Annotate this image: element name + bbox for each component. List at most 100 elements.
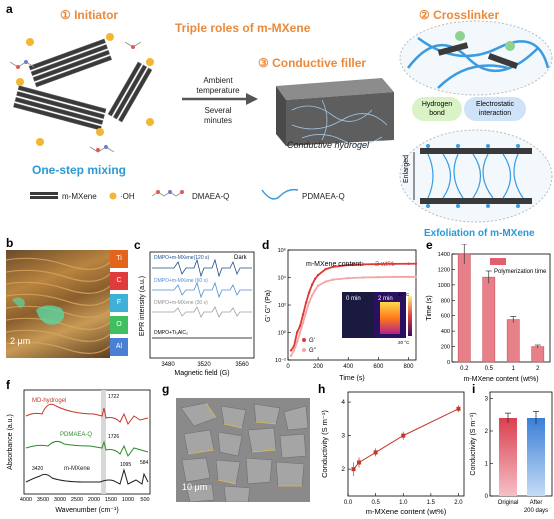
gelation-content-value: 2 wt%: [375, 261, 394, 268]
conductivity-point: [351, 467, 356, 472]
gelation-point: [324, 280, 327, 283]
ftir-trace-pdmaea: [25, 440, 149, 458]
crosslinker-title: ② Crosslinker: [419, 8, 500, 22]
polymerization-bar: [482, 276, 496, 363]
gelation-point: [298, 331, 302, 334]
ftir-xlabel: Wavenumber (cm⁻¹): [55, 507, 118, 514]
eds-scale-label: 2 μm: [10, 336, 31, 346]
conductivity-xlabel: m-MXene content (wt%): [366, 507, 447, 516]
ftir-label-pdmaea: PDMAEA-Q: [60, 432, 92, 438]
gelation-ytick-label: 10⁰: [278, 330, 287, 337]
epr-xtick-1: 3520: [197, 362, 211, 368]
sem-texture: [180, 402, 309, 502]
oh-legend-icon: [109, 192, 117, 200]
ftir-xtick-6: 1000: [122, 497, 134, 503]
legend-dmaea: DMAEA-Q: [192, 192, 230, 201]
stability-xlabel-after: After: [530, 500, 543, 506]
polymerization-ytick-label: 600: [441, 314, 450, 320]
gelation-chart: 0 200 400 600 800 10⁻² 10⁰ 10² 10⁴ 10⁶ m-MXene co…: [265, 247, 418, 382]
electrostatic-label: Electrostatic: [475, 101, 515, 108]
gelation-xtick-label: 400: [343, 364, 354, 370]
pdmaea-legend-icon: [261, 188, 299, 200]
stability-frame: [489, 391, 553, 497]
gelation-point: [304, 301, 308, 304]
epr-label-30s: DMPO+m-MXene (30 s): [154, 300, 208, 306]
polymerization-frame: [451, 253, 551, 363]
inset-color-scale: [408, 296, 412, 336]
element-f: F: [110, 294, 128, 312]
polymerization-ytick-label: 200: [441, 345, 450, 351]
gelation-point: [407, 275, 410, 279]
polymerization-legend-swatch: [490, 258, 506, 265]
gelation-content-label: m-MXene content:: [306, 261, 363, 268]
conductivity-line: [353, 408, 459, 470]
legend-oh: ·OH: [120, 192, 135, 201]
process-arrow: [182, 93, 258, 105]
gelation-point: [289, 354, 293, 358]
polymerization-bar: [531, 346, 545, 363]
epr-trace-120s: [152, 258, 252, 278]
conductivity-xtick-label: 2.0: [454, 500, 463, 506]
temperature-label: temperature: [196, 86, 240, 95]
legend-gprime-marker: [302, 338, 306, 342]
polymerization-ylabel: Time (s): [426, 295, 433, 320]
gelation-point: [313, 288, 317, 292]
gelation-point: [307, 291, 311, 294]
polymerization-legend: Polymerization time: [494, 269, 547, 275]
gelation-xtick-label: 600: [373, 364, 384, 370]
ftir-peak-1722: 1722: [108, 394, 119, 400]
initiator-title: ① Initiator: [60, 8, 119, 22]
sem-scale-label: 10 μm: [182, 482, 208, 492]
gelation-series-line-gdoubleprime: [290, 276, 416, 357]
minutes-label: minutes: [203, 116, 232, 125]
epr-label-ti3alc2: DMPO+Ti₃AlC₂: [154, 330, 188, 336]
stability-ytick-label: 0: [485, 494, 489, 500]
ftir-xtick-7: 500: [140, 497, 149, 503]
polymerization-xlabel: m-MXene content (wt%): [463, 376, 538, 383]
ftir-peak-1095: 1095: [120, 462, 131, 468]
stability-ytick-label: 1: [485, 462, 489, 468]
gelation-point: [310, 294, 314, 297]
panel-label-g: g: [162, 382, 170, 396]
conductivity-xtick-label: 1.5: [427, 500, 436, 506]
epr-trace-30s: [152, 306, 252, 318]
polymerization-ytick-label: 1400: [438, 252, 450, 258]
ftir-xtick-5: 1500: [105, 497, 117, 503]
gelation-point: [362, 276, 365, 279]
several-label: Several: [204, 106, 232, 115]
element-o: O: [110, 316, 128, 334]
gelation-ytick-label: 10⁶: [278, 247, 286, 254]
legend-gprime: G': [309, 338, 315, 344]
gelation-point: [392, 275, 395, 279]
dmaea-legend-icon: [151, 190, 184, 197]
gelation-point: [298, 324, 302, 328]
one-step-mixing-label: One-step mixing: [32, 163, 127, 177]
crosslinker-illustration: [399, 20, 553, 96]
inset-2min-heat: [380, 302, 400, 334]
ftir-ylabel: Absorbance (a.u.): [7, 414, 14, 470]
gelation-point: [414, 275, 418, 279]
stability-xlabel-days: 200 days: [524, 508, 548, 514]
element-ti: Ti: [110, 250, 128, 268]
gelation-point: [392, 262, 395, 266]
panel-label-i: i: [472, 382, 476, 396]
conductivity-ylabel: Conductivity (S m⁻¹): [320, 410, 329, 478]
legend-gdoubleprime: G'': [309, 348, 316, 354]
gelation-point: [377, 276, 380, 279]
inset-label-0min: 0 min: [346, 296, 361, 302]
polymerization-xtick-label: 0.2: [460, 366, 469, 372]
ftir-peak-584: 584: [140, 460, 149, 466]
epr-xtick-0: 3480: [161, 362, 175, 368]
polymerization-ytick-label: 0: [447, 360, 450, 366]
polymerization-bar: [457, 253, 471, 363]
ftir-peak-3420: 3420: [32, 466, 43, 472]
ftir-xtick-0: 4000: [20, 497, 32, 503]
gelation-point: [414, 262, 418, 265]
electrostatic-badge: Electrostatic interaction: [464, 97, 526, 121]
stability-ylabel: Conductivity (S m⁻¹): [470, 412, 477, 475]
gelation-point: [295, 331, 299, 334]
ftir-peak-1726: 1726: [108, 434, 119, 440]
sem-image: 10 μm: [176, 398, 310, 502]
inset-scale-max: 40 °C: [398, 292, 410, 297]
eds-map-image: 2 μm: [6, 250, 110, 358]
